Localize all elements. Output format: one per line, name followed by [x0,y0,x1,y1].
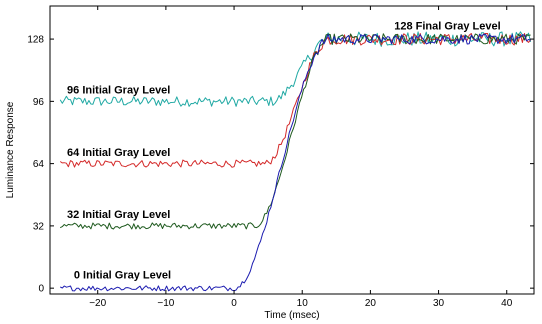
annotation-label: 128 Final Gray Level [394,20,500,32]
series-line-64 [59,33,531,168]
y-tick-label: 96 [33,97,45,108]
series-line-32 [59,33,531,230]
annotation-label: 64 Initial Gray Level [67,147,170,159]
x-tick-label: −20 [89,298,106,309]
y-tick-label: 0 [38,284,44,295]
y-axis-title: Luminance Response [5,101,16,198]
y-tick-label: 64 [33,159,45,170]
y-tick-label: 128 [27,35,44,46]
tick-layer: −20 −10 0 10 20 30 40 0 32 64 96 128 [27,6,534,309]
x-tick-label: 30 [433,298,445,309]
y-tick-label: 32 [33,221,45,232]
x-tick-label: 20 [365,298,377,309]
x-tick-label: −10 [157,298,174,309]
annotation-layer: 128 Final Gray Level 96 Initial Gray Leve… [67,20,501,281]
x-tick-label: 0 [231,298,237,309]
annotation-label: 32 Initial Gray Level [67,209,170,221]
x-tick-label: 40 [501,298,513,309]
series-line-96 [59,31,532,107]
x-tick-label: 10 [297,298,309,309]
x-axis-title: Time (msec) [264,310,319,321]
plot-frame [49,5,535,295]
annotation-label: 0 Initial Gray Level [74,269,171,281]
series-layer [59,31,532,292]
annotation-label: 96 Initial Gray Level [67,85,170,97]
series-line-0 [59,33,531,292]
